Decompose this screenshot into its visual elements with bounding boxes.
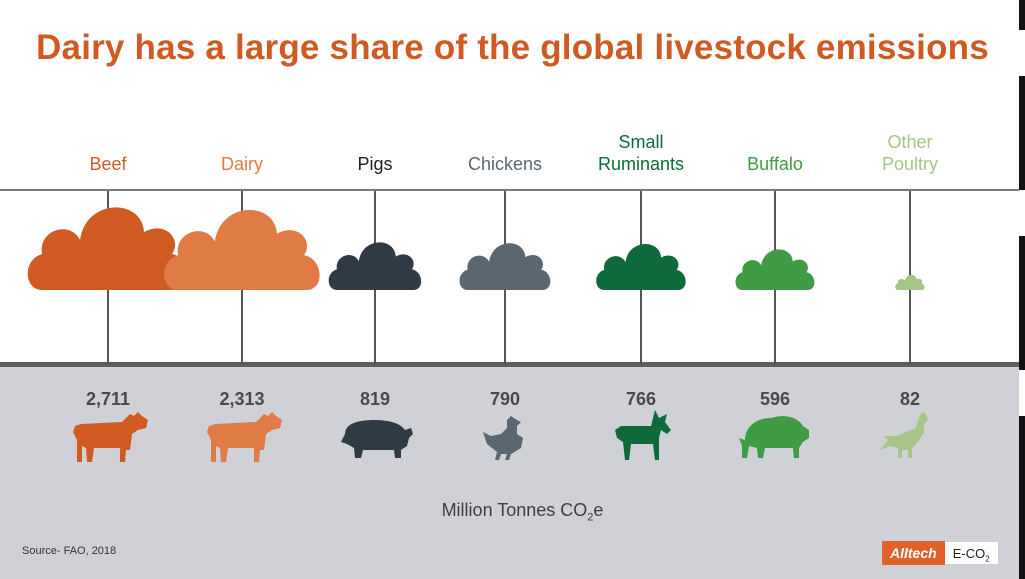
category-label: Pigs (357, 154, 393, 174)
panel-top-line (0, 189, 1025, 191)
emission-value: 819 (359, 389, 391, 409)
lower-panel (0, 367, 1025, 579)
unit-label: Million Tonnes CO2e (441, 500, 604, 524)
window-edge (1019, 0, 1025, 579)
emission-cloud (596, 243, 686, 290)
panel-divider (0, 362, 1025, 367)
buffalo-icon (739, 416, 809, 458)
emission-value: 2,313 (219, 389, 265, 409)
eco2-logo: E-CO2 (944, 541, 999, 565)
category-label: Dairy (220, 154, 263, 174)
turkey-icon (880, 412, 928, 458)
emission-cloud (735, 249, 815, 290)
emission-cloud (164, 209, 320, 290)
pig-icon (341, 420, 413, 458)
emission-value: 82 (899, 389, 921, 409)
cow-icon (207, 412, 282, 462)
alltech-logo: Alltech (882, 541, 945, 565)
category-label: Buffalo (747, 154, 803, 174)
brand-logo: Alltech E-CO2 (882, 541, 999, 565)
category-label: Chickens (467, 154, 543, 174)
category-label: Small Ruminants (597, 132, 685, 174)
emission-value: 790 (489, 389, 521, 409)
slide-title: Dairy has a large share of the global li… (36, 28, 989, 67)
goat-icon (615, 410, 671, 460)
source-note: Source- FAO, 2018 (22, 545, 117, 557)
cow-icon (73, 412, 148, 462)
emission-cloud (27, 207, 189, 290)
category-label: Beef (89, 154, 127, 174)
emission-cloud (459, 243, 551, 290)
chicken-icon (483, 416, 523, 460)
emission-value: 766 (625, 389, 657, 409)
emission-cloud (895, 274, 925, 290)
emission-value: 596 (759, 389, 791, 409)
emission-cloud (328, 242, 422, 290)
category-label: Other Poultry (881, 132, 939, 174)
emission-value: 2,711 (85, 389, 131, 409)
